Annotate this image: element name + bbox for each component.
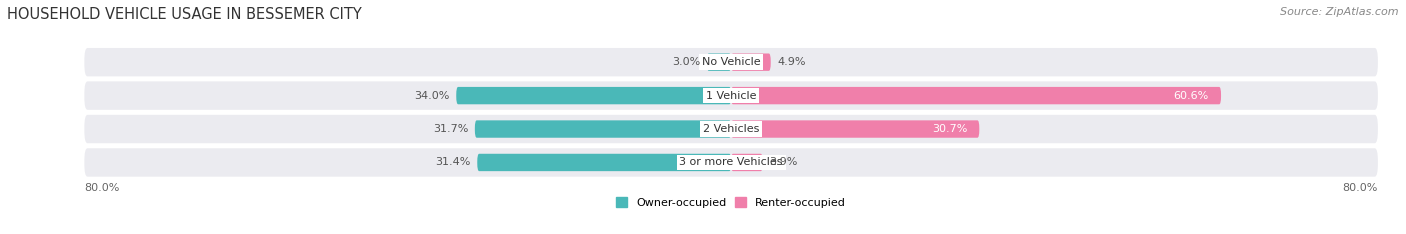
Text: 31.4%: 31.4% bbox=[436, 157, 471, 168]
FancyBboxPatch shape bbox=[84, 48, 1378, 76]
FancyBboxPatch shape bbox=[731, 154, 762, 171]
Text: 2 Vehicles: 2 Vehicles bbox=[703, 124, 759, 134]
Text: 31.7%: 31.7% bbox=[433, 124, 468, 134]
FancyBboxPatch shape bbox=[731, 87, 1220, 104]
FancyBboxPatch shape bbox=[731, 54, 770, 71]
Text: HOUSEHOLD VEHICLE USAGE IN BESSEMER CITY: HOUSEHOLD VEHICLE USAGE IN BESSEMER CITY bbox=[7, 7, 361, 22]
FancyBboxPatch shape bbox=[84, 115, 1378, 143]
FancyBboxPatch shape bbox=[477, 154, 731, 171]
FancyBboxPatch shape bbox=[731, 120, 980, 138]
FancyBboxPatch shape bbox=[456, 87, 731, 104]
FancyBboxPatch shape bbox=[475, 120, 731, 138]
Text: 4.9%: 4.9% bbox=[778, 57, 806, 67]
Text: 3.9%: 3.9% bbox=[769, 157, 797, 168]
Text: Source: ZipAtlas.com: Source: ZipAtlas.com bbox=[1281, 7, 1399, 17]
Text: 34.0%: 34.0% bbox=[415, 91, 450, 101]
FancyBboxPatch shape bbox=[707, 54, 731, 71]
Text: 80.0%: 80.0% bbox=[84, 183, 120, 193]
Text: 3.0%: 3.0% bbox=[672, 57, 700, 67]
Legend: Owner-occupied, Renter-occupied: Owner-occupied, Renter-occupied bbox=[616, 197, 846, 208]
Text: 80.0%: 80.0% bbox=[1343, 183, 1378, 193]
Text: 1 Vehicle: 1 Vehicle bbox=[706, 91, 756, 101]
Text: No Vehicle: No Vehicle bbox=[702, 57, 761, 67]
Text: 3 or more Vehicles: 3 or more Vehicles bbox=[679, 157, 783, 168]
Text: 30.7%: 30.7% bbox=[932, 124, 967, 134]
FancyBboxPatch shape bbox=[84, 148, 1378, 177]
FancyBboxPatch shape bbox=[84, 81, 1378, 110]
Text: 60.6%: 60.6% bbox=[1174, 91, 1209, 101]
